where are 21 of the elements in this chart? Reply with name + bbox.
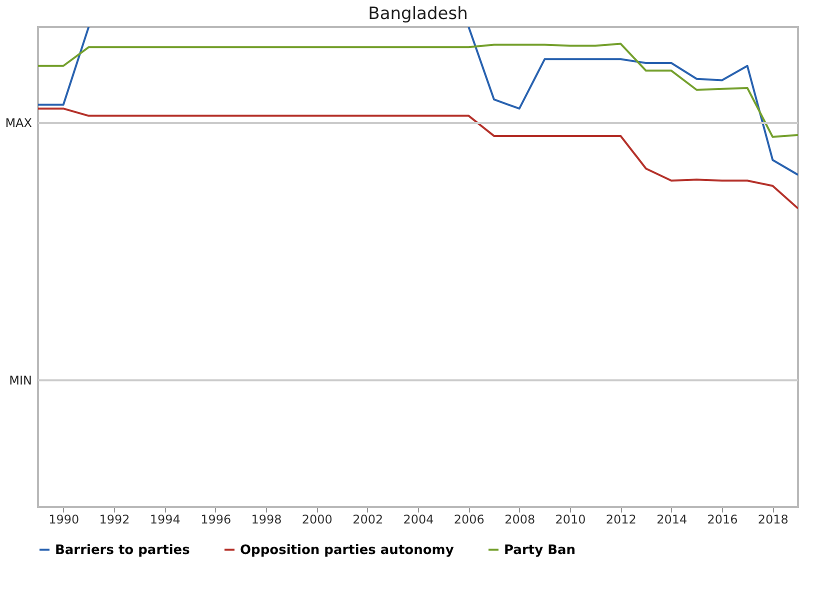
x-tick-label: 2002	[352, 512, 384, 526]
x-tick-label: 1996	[200, 512, 232, 526]
x-tick-label: 2012	[606, 512, 636, 526]
x-tick-label: 2008	[504, 512, 536, 526]
x-tick-label: 1990	[48, 512, 80, 526]
chart-title: Bangladesh	[368, 4, 468, 24]
x-tick-label: 1998	[251, 512, 282, 526]
ref-line-label: MIN	[9, 373, 32, 388]
ref-line-label: MAX	[5, 116, 32, 130]
legend-label: Opposition parties autonomy	[240, 542, 454, 558]
legend-label: Party Ban	[504, 542, 576, 558]
x-tick-label: 2004	[403, 512, 434, 526]
x-tick-label: 2018	[758, 512, 788, 526]
legend-label: Barriers to parties	[55, 542, 190, 558]
x-tick-label: 2010	[555, 512, 586, 526]
x-tick-label: 2014	[656, 512, 688, 526]
x-tick-label: 2006	[454, 512, 484, 526]
x-tick-label: 2000	[302, 512, 332, 526]
x-tick-label: 1992	[99, 512, 130, 526]
x-tick-label: 1994	[150, 512, 180, 526]
x-tick-label: 2016	[707, 512, 738, 526]
